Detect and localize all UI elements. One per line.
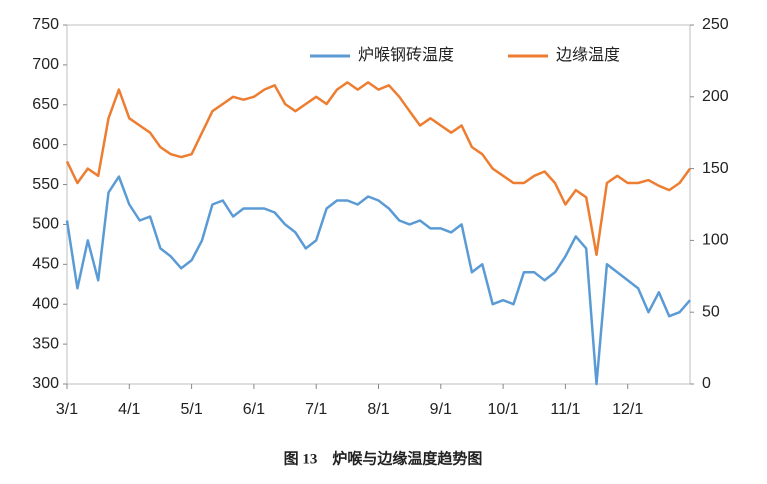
- y-tick-label: 500: [32, 216, 59, 233]
- series-line: [65, 81, 692, 257]
- y-tick-label: 550: [32, 176, 59, 193]
- y2-tick-label: 200: [702, 88, 729, 105]
- y-tick-label: 600: [32, 136, 59, 153]
- y-tick-label: 650: [32, 96, 59, 113]
- x-tick-label: 4/1: [118, 401, 140, 418]
- y2-tick-label: 150: [702, 160, 729, 177]
- legend-label: 炉喉钢砖温度: [358, 46, 454, 64]
- y-tick-label: 750: [32, 16, 59, 33]
- x-tick-label: 11/1: [550, 401, 580, 418]
- legend-label: 边缘温度: [556, 46, 620, 64]
- y-tick-label: 700: [32, 56, 59, 73]
- y2-tick-label: 50: [702, 303, 720, 320]
- x-tick-label: 6/1: [243, 401, 265, 418]
- caption: 图 13 炉喉与边缘温度趋势图: [284, 449, 483, 467]
- x-tick-label: 5/1: [180, 401, 202, 418]
- x-tick-label: 9/1: [430, 401, 452, 418]
- series-line: [65, 175, 691, 386]
- x-tick-label: 8/1: [367, 401, 389, 418]
- x-tick-label: 7/1: [305, 401, 327, 418]
- y-tick-label: 450: [32, 256, 59, 273]
- y2-tick-label: 100: [702, 232, 729, 249]
- x-tick-label: 10/1: [488, 401, 519, 418]
- x-tick-label: 12/1: [612, 401, 643, 418]
- plot-frame: [66, 24, 691, 385]
- y-tick-label: 300: [32, 375, 59, 392]
- y2-tick-label: 0: [702, 375, 711, 392]
- y-tick-label: 350: [32, 335, 59, 352]
- x-tick-label: 3/1: [56, 401, 78, 418]
- y2-tick-label: 250: [702, 16, 729, 33]
- y-tick-label: 400: [32, 295, 59, 312]
